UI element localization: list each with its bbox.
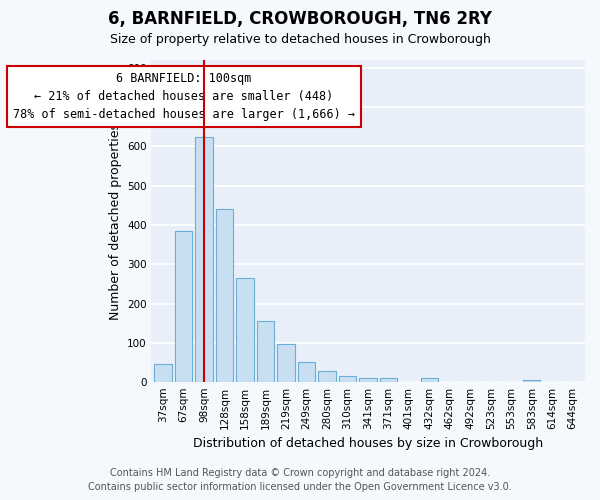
Bar [175,231,193,382]
Text: Size of property relative to detached houses in Crowborough: Size of property relative to detached ho… [110,32,490,46]
Bar [318,370,336,382]
X-axis label: Distribution of detached houses by size in Crowborough: Distribution of detached houses by size … [193,437,543,450]
Bar [339,376,356,382]
Text: 6, BARNFIELD, CROWBOROUGH, TN6 2RY: 6, BARNFIELD, CROWBOROUGH, TN6 2RY [108,10,492,28]
Bar [421,378,438,382]
Bar [523,380,541,382]
Bar [298,362,315,382]
Text: 6 BARNFIELD: 100sqm
← 21% of detached houses are smaller (448)
78% of semi-detac: 6 BARNFIELD: 100sqm ← 21% of detached ho… [13,72,355,121]
Bar [277,344,295,383]
Bar [236,278,254,382]
Bar [154,364,172,382]
Bar [257,322,274,382]
Text: Contains HM Land Registry data © Crown copyright and database right 2024.
Contai: Contains HM Land Registry data © Crown c… [88,468,512,492]
Bar [359,378,377,382]
Bar [380,378,397,382]
Bar [216,208,233,382]
Bar [196,136,213,382]
Y-axis label: Number of detached properties: Number of detached properties [109,122,122,320]
